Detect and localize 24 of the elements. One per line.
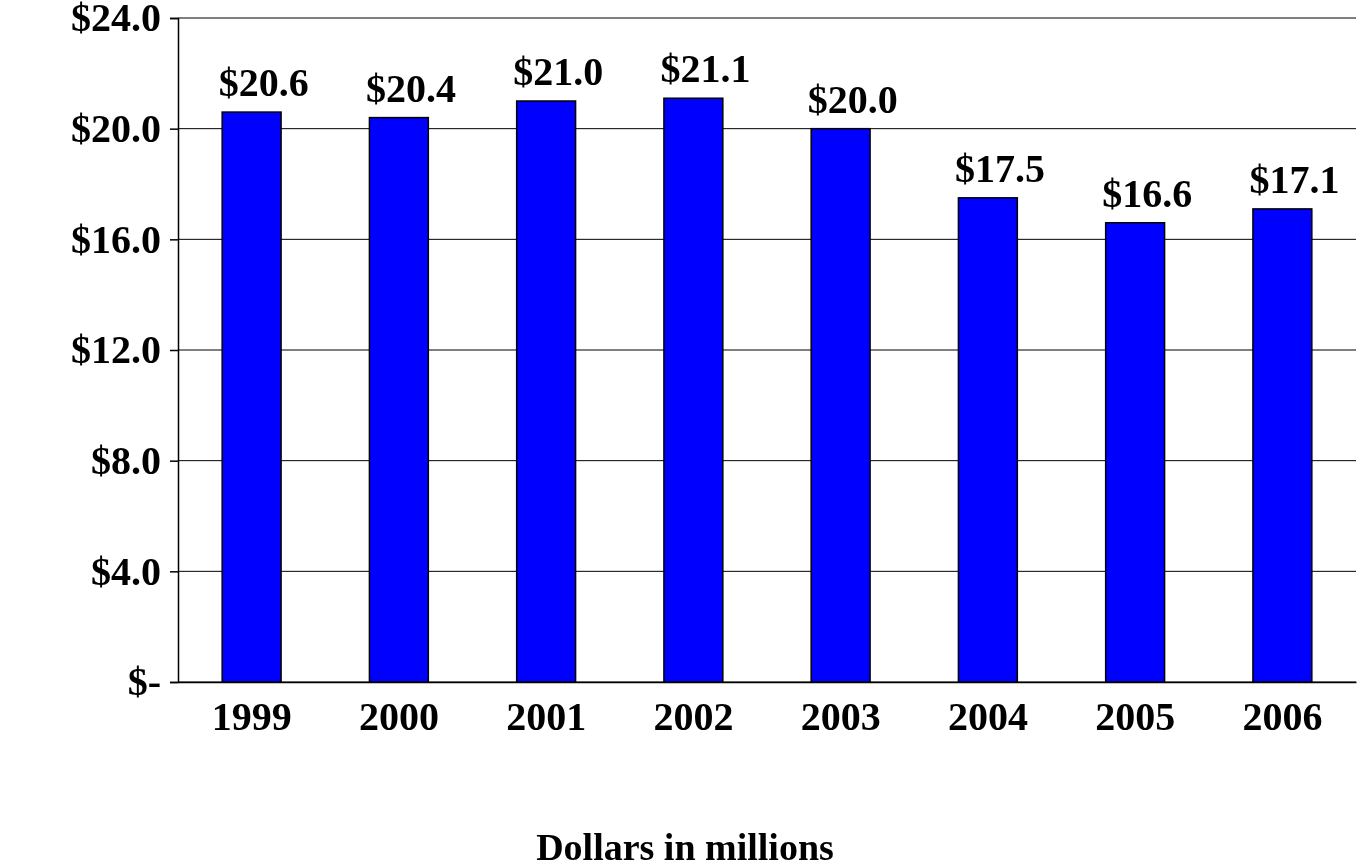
y-tick-label: $8.0 <box>91 437 161 483</box>
data-label: $17.1 <box>1249 156 1340 202</box>
x-tick-label: 2001 <box>506 694 587 739</box>
data-label: $20.0 <box>807 76 898 122</box>
y-tick-label: $24.0 <box>71 0 161 41</box>
y-tick-label: $4.0 <box>91 548 161 594</box>
x-tick-label: 2002 <box>653 694 734 739</box>
x-tick-label: 2000 <box>358 694 439 739</box>
data-label: $17.5 <box>954 145 1045 191</box>
data-label: $21.0 <box>513 49 604 94</box>
data-label: $16.6 <box>1102 170 1193 216</box>
y-tick-label: $16.0 <box>71 216 161 262</box>
x-tick-label: 1999 <box>211 694 292 739</box>
x-tick-label: 2005 <box>1095 694 1176 739</box>
data-label: $21.1 <box>660 46 751 92</box>
y-tick-label: $- <box>127 659 161 705</box>
x-tick-label: 2006 <box>1242 694 1323 739</box>
x-tick-label: 2003 <box>800 694 881 739</box>
data-label: $20.4 <box>365 65 456 111</box>
data-label: $20.6 <box>218 60 309 106</box>
x-tick-label: 2004 <box>947 694 1028 739</box>
x-axis-title: Dollars in millions <box>536 826 834 865</box>
y-tick-label: $12.0 <box>71 327 161 373</box>
y-tick-label: $20.0 <box>71 105 161 151</box>
